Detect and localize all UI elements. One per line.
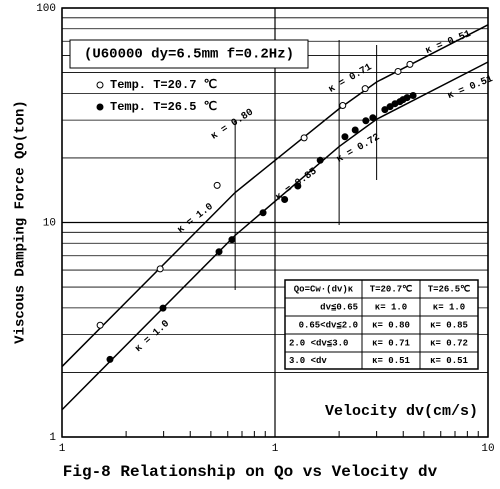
y-axis-label: Viscous Damping Force Qo(ton) bbox=[13, 100, 29, 344]
table-cell: κ= 0.51 bbox=[430, 356, 468, 366]
table-cell: Qo=Cw·(dv)κ bbox=[294, 284, 354, 294]
table-cell: T=20.7℃ bbox=[370, 283, 413, 294]
plot-frame bbox=[61, 7, 489, 438]
data-point bbox=[213, 181, 221, 189]
x-tick-label: 1 bbox=[272, 443, 279, 455]
table-bg bbox=[284, 279, 479, 370]
legend-bg bbox=[92, 77, 242, 93]
legend-marker bbox=[96, 103, 104, 111]
table-cell: dv≦0.65 bbox=[320, 302, 358, 312]
table-cell: 0.65<dv≦2.0 bbox=[299, 320, 358, 330]
y-tick-label: 10 bbox=[43, 217, 56, 229]
data-point bbox=[294, 182, 302, 190]
table-cell: κ= 1.0 bbox=[375, 302, 407, 312]
data-point bbox=[316, 156, 324, 164]
x-tick-label: 10 bbox=[481, 443, 494, 455]
y-tick-label: 100 bbox=[36, 3, 56, 15]
chart-title: Fig-8 Relationship on Qo vs Velocity dv bbox=[63, 463, 438, 481]
x-axis-label: Velocity dv(cm/s) bbox=[325, 403, 478, 420]
data-point bbox=[228, 236, 236, 244]
table-cell: 2.0 <dv≦3.0 bbox=[289, 338, 348, 348]
legend-label: Temp. T=20.7 ℃ bbox=[110, 78, 217, 92]
data-point bbox=[281, 196, 289, 204]
fit-line bbox=[61, 61, 489, 411]
data-point bbox=[215, 248, 223, 256]
subtitle-box bbox=[69, 39, 309, 69]
data-point bbox=[300, 134, 308, 142]
data-point bbox=[159, 304, 167, 312]
data-point bbox=[351, 126, 359, 134]
y-tick-label: 1 bbox=[49, 432, 56, 444]
legend-marker bbox=[96, 81, 104, 89]
table-cell: κ= 0.85 bbox=[430, 320, 468, 330]
data-point bbox=[403, 94, 411, 102]
table-cell: κ= 1.0 bbox=[433, 302, 465, 312]
legend-label: Temp. T=26.5 ℃ bbox=[110, 100, 217, 114]
data-point bbox=[362, 117, 370, 125]
table-cell: 3.0 <dv bbox=[289, 356, 327, 366]
data-point bbox=[156, 265, 164, 273]
data-point bbox=[369, 114, 377, 122]
data-point bbox=[406, 60, 414, 68]
table-cell: κ= 0.51 bbox=[372, 356, 410, 366]
data-point bbox=[409, 91, 417, 99]
data-point bbox=[341, 133, 349, 141]
data-point bbox=[96, 321, 104, 329]
table-cell: κ= 0.80 bbox=[372, 320, 410, 330]
data-point bbox=[394, 67, 402, 75]
data-point bbox=[361, 85, 369, 93]
data-point bbox=[381, 106, 389, 114]
legend-bg bbox=[92, 99, 242, 115]
fit-line bbox=[61, 24, 489, 368]
x-tick-label: 1 bbox=[59, 443, 66, 455]
subtitle: (U60000 dy=6.5mm f=0.2Hz) bbox=[84, 47, 294, 63]
data-point bbox=[259, 209, 267, 217]
table-cell: κ= 0.72 bbox=[430, 338, 468, 348]
table-cell: T=26.5℃ bbox=[428, 283, 471, 294]
data-point bbox=[106, 355, 114, 363]
table-cell: κ= 0.71 bbox=[372, 338, 410, 348]
data-point bbox=[339, 102, 347, 110]
